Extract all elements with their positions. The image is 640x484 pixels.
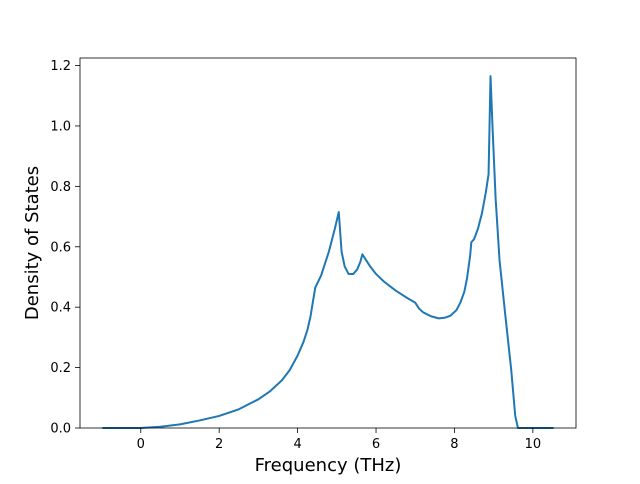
y-tick-label: 0.8 xyxy=(50,180,71,195)
dos-series-line xyxy=(102,75,554,429)
x-tick-label: 2 xyxy=(215,437,223,452)
plot-area xyxy=(80,58,576,428)
y-tick-label: 0.0 xyxy=(50,422,71,437)
x-tick-label: 10 xyxy=(525,437,542,452)
y-tick-label: 1.2 xyxy=(50,59,71,74)
x-tick-label: 4 xyxy=(293,437,301,452)
plot-frame xyxy=(79,57,577,429)
y-tick-label: 0.4 xyxy=(50,301,71,316)
y-tick-label: 1.0 xyxy=(50,119,71,134)
y-tick-label: 0.2 xyxy=(50,361,71,376)
y-axis-label: Density of States xyxy=(22,166,43,320)
y-tick-label: 0.6 xyxy=(50,240,71,255)
series-layer xyxy=(102,75,554,429)
x-tick-label: 6 xyxy=(372,437,380,452)
x-tick-label: 0 xyxy=(137,437,145,452)
x-tick-label: 8 xyxy=(450,437,458,452)
x-axis-label: Frequency (THz) xyxy=(255,455,402,476)
tick-layer: 0 2 4 6 8 10 0.0 0.2 0.4 0.6 0.8 1.0 1.2 xyxy=(50,59,541,452)
